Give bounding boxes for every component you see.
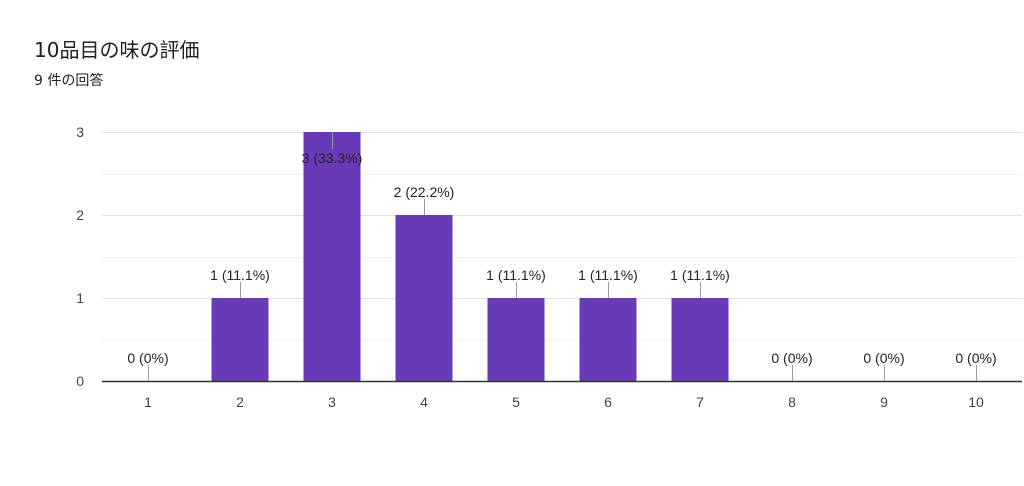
x-tick-label: 2 xyxy=(236,394,244,410)
bar xyxy=(395,215,453,381)
chart-title: 10品目の味の評価 xyxy=(34,38,200,62)
x-tick-label: 8 xyxy=(788,394,796,410)
x-tick-label: 7 xyxy=(696,394,704,410)
data-label: 1 (11.1%) xyxy=(670,267,730,283)
y-axis-ticks: 0 1 2 3 xyxy=(76,124,84,389)
x-tick-label: 4 xyxy=(420,394,428,410)
bar xyxy=(671,298,729,381)
data-label: 1 (11.1%) xyxy=(210,267,270,283)
data-label: 0 (0%) xyxy=(771,350,812,366)
x-tick-label: 6 xyxy=(604,394,612,410)
response-count: 9 件の回答 xyxy=(34,73,104,89)
y-tick-label: 2 xyxy=(76,207,84,223)
x-tick-label: 5 xyxy=(512,394,520,410)
data-label: 2 (22.2%) xyxy=(394,184,455,200)
gridlines xyxy=(102,132,1022,341)
bar xyxy=(579,298,637,381)
data-label: 1 (11.1%) xyxy=(578,267,638,283)
data-label: 1 (11.1%) xyxy=(486,267,546,283)
y-tick-label: 1 xyxy=(76,290,84,306)
bars xyxy=(211,132,729,381)
x-tick-label: 9 xyxy=(880,394,888,410)
bar xyxy=(303,132,361,381)
y-tick-label: 0 xyxy=(76,373,84,389)
data-label: 0 (0%) xyxy=(863,350,904,366)
x-tick-label: 3 xyxy=(328,394,336,410)
x-tick-label: 1 xyxy=(144,394,152,410)
data-label: 0 (0%) xyxy=(127,350,168,366)
data-labels: 0 (0%) 1 (11.1%) 3 (33.3%) 2 (22.2%) 1 (11.1… xyxy=(127,132,997,381)
data-label: 0 (0%) xyxy=(955,350,996,366)
x-axis-ticks: 1 2 3 4 5 6 7 8 9 10 xyxy=(144,394,984,410)
bar xyxy=(211,298,269,381)
data-label: 3 (33.3%) xyxy=(302,150,363,166)
x-tick-label: 10 xyxy=(968,394,984,410)
y-tick-label: 3 xyxy=(76,124,84,140)
bar xyxy=(487,298,545,381)
